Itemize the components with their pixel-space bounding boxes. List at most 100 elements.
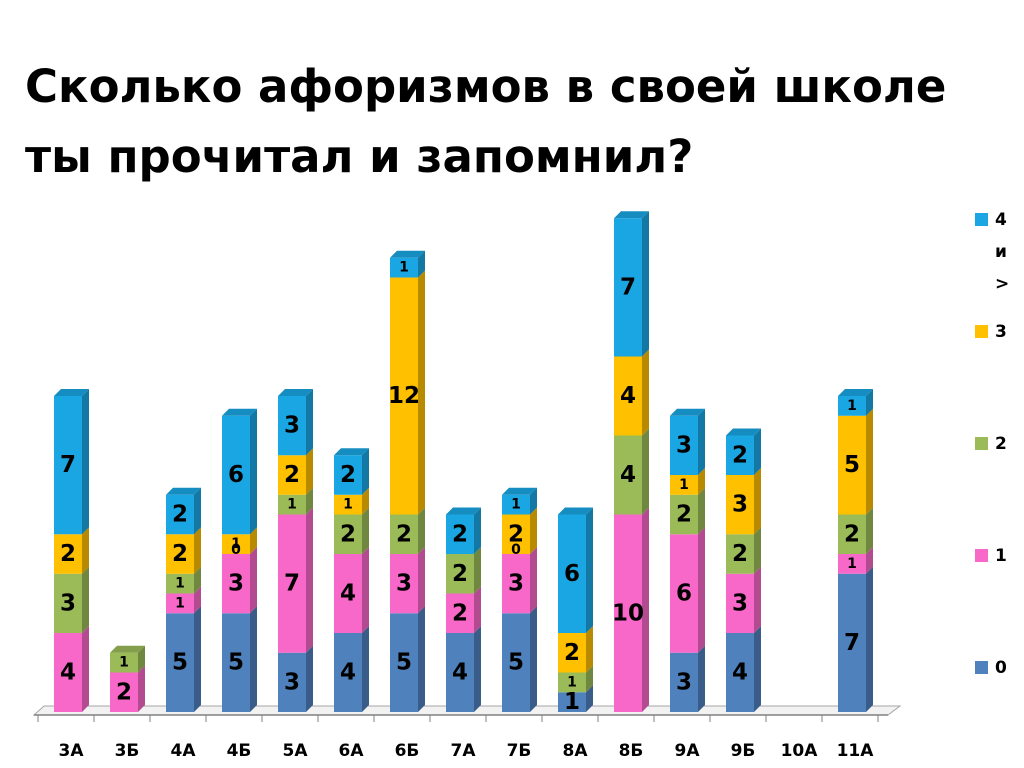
bar-segment-side	[82, 626, 89, 712]
bar-segment-front	[558, 633, 586, 673]
data-label: 4	[340, 581, 356, 607]
data-label: 2	[396, 521, 412, 547]
data-label: 2	[452, 521, 468, 547]
data-label: 2	[172, 502, 188, 528]
bar-segment-front	[390, 514, 418, 554]
bar-segment-front	[166, 494, 194, 535]
data-label: 2	[676, 502, 692, 528]
x-tick-label: 9Б	[731, 741, 756, 761]
bar-segment-front	[614, 356, 642, 436]
bar-segment-front	[726, 475, 754, 535]
legend-swatch	[975, 325, 988, 338]
x-tick-label: 9А	[675, 741, 701, 761]
bar-segment-front	[838, 573, 866, 712]
data-label: 6	[228, 462, 244, 488]
bar-segment-front	[838, 396, 866, 416]
data-label: 2	[116, 679, 132, 705]
bar-segment-side	[586, 507, 593, 633]
x-tick-label: 3Б	[115, 741, 140, 761]
bar-segment-side	[194, 586, 201, 614]
bar-top-cap	[838, 389, 873, 396]
bar-segment-front	[446, 514, 474, 554]
data-label: 2	[732, 442, 748, 468]
data-label: 2	[60, 541, 76, 567]
bar-segment-front	[166, 613, 194, 712]
bar-top-cap	[54, 389, 89, 396]
data-label: 2	[508, 521, 524, 547]
bar-segment-side	[194, 527, 201, 574]
data-label: 1	[287, 497, 297, 513]
data-label: 5	[172, 650, 188, 676]
bar-segment-front	[334, 633, 362, 712]
legend-swatch	[975, 437, 988, 450]
bar-top-cap	[502, 487, 537, 495]
data-label: 1	[119, 655, 129, 671]
x-tick-label: 7Б	[507, 741, 532, 761]
bar-segment-front	[614, 218, 642, 357]
bar-segment-side	[138, 645, 145, 673]
data-label: 4	[60, 660, 76, 686]
bar-segment-front	[446, 554, 474, 594]
data-label: 2	[452, 600, 468, 626]
bar-segment-side	[642, 428, 649, 515]
bar-segment-side	[474, 547, 481, 594]
bar-segment-side	[866, 547, 873, 574]
bar-segment-side	[194, 487, 201, 535]
bar-segment-front	[222, 534, 250, 554]
bar-segment-front	[390, 554, 418, 614]
bar-segment-side	[362, 626, 369, 712]
data-label: 6	[676, 581, 692, 607]
data-label: 2	[340, 462, 356, 488]
bar-segment-front	[446, 593, 474, 633]
bar-segment-side	[530, 547, 537, 614]
bar-top-cap	[222, 408, 257, 416]
data-label: 1	[399, 260, 409, 276]
bar-top-cap	[166, 487, 201, 495]
bar-segment-side	[754, 428, 761, 475]
bar-segment-side	[530, 487, 537, 515]
bar-segment-side	[642, 211, 649, 357]
data-label: 3	[676, 432, 692, 458]
x-tick-label: 8А	[563, 741, 589, 761]
data-label: 12	[388, 383, 420, 409]
bar-segment-front	[670, 415, 698, 475]
data-label: 2	[172, 541, 188, 567]
bar-segment-side	[754, 566, 761, 633]
bar-segment-front	[110, 672, 138, 712]
bar-segment-side	[306, 645, 313, 712]
bar-segment-front	[390, 277, 418, 515]
bar-segment-front	[502, 514, 530, 554]
bar-segment-front	[110, 652, 138, 673]
data-label: 2	[284, 462, 300, 488]
bar-segment-front	[222, 554, 250, 614]
bar-segment-front	[558, 514, 586, 633]
bar-segment-front	[390, 257, 418, 278]
legend-label: 1	[995, 546, 1007, 566]
bar-segment-side	[418, 547, 425, 614]
bar-segment-front	[502, 554, 530, 614]
x-tick-label: 4Б	[227, 741, 252, 761]
legend-label: 2	[995, 434, 1007, 454]
bar-segment-side	[82, 527, 89, 574]
data-label: 2	[844, 521, 860, 547]
bar-segment-side	[306, 448, 313, 495]
bar-segment-front	[726, 534, 754, 574]
bar-segment-side	[698, 408, 705, 475]
bar-segment-side	[530, 606, 537, 712]
bar-segment-front	[278, 396, 306, 456]
data-label: 1	[567, 674, 577, 690]
data-label: 7	[284, 571, 300, 597]
bar-segment-side	[418, 250, 425, 278]
bar-segment-side	[754, 626, 761, 712]
bar-segment-front	[166, 573, 194, 594]
bar-segment-side	[306, 389, 313, 456]
data-label: 6	[564, 561, 580, 587]
legend: 4 и > 3 2 1 0	[975, 210, 1009, 678]
bar-segment-side	[530, 507, 537, 554]
bar-segment-front	[334, 554, 362, 633]
data-label: 10	[612, 600, 644, 626]
bar-segment-front	[670, 475, 698, 495]
data-label: 1	[175, 576, 185, 592]
bar-segment-side	[250, 527, 257, 554]
